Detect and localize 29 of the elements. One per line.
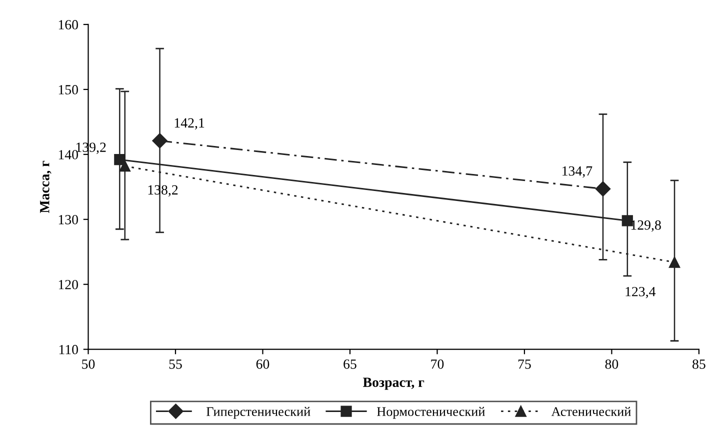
data-label: 129,8 <box>631 220 661 232</box>
legend-label: Гиперстенический <box>206 406 310 419</box>
x-axis-title: Возраст, г <box>362 378 424 390</box>
y-tick-label: 110 <box>59 344 78 354</box>
legend-label: Нормостенический <box>376 406 485 419</box>
x-tick-label: 50 <box>82 359 95 369</box>
data-label: 123,4 <box>626 286 656 298</box>
point <box>595 181 611 196</box>
point <box>668 256 680 268</box>
y-tick-label: 120 <box>58 280 78 290</box>
point <box>114 154 126 166</box>
x-tick-label: 70 <box>431 359 444 369</box>
y-tick-label: 160 <box>58 20 78 30</box>
data-label: 142,1 <box>174 118 204 130</box>
legend-label: Астенический <box>551 406 631 416</box>
x-tick-label: 75 <box>518 360 531 369</box>
x-tick-label: 55 <box>169 360 182 369</box>
point <box>152 133 168 148</box>
x-tick-label: 85 <box>692 359 706 369</box>
point <box>119 160 130 172</box>
x-tick-label: 60 <box>256 359 270 369</box>
y-tick-label: 140 <box>58 150 78 160</box>
x-tick-label: 65 <box>344 359 356 369</box>
point <box>622 215 633 226</box>
y-tick-label: 150 <box>58 85 78 94</box>
x-tick-label: 80 <box>605 359 618 369</box>
y-axis-title: Масса, г <box>40 160 52 214</box>
y-tick-label: 130 <box>58 214 78 224</box>
data-label: 134,7 <box>562 166 592 178</box>
